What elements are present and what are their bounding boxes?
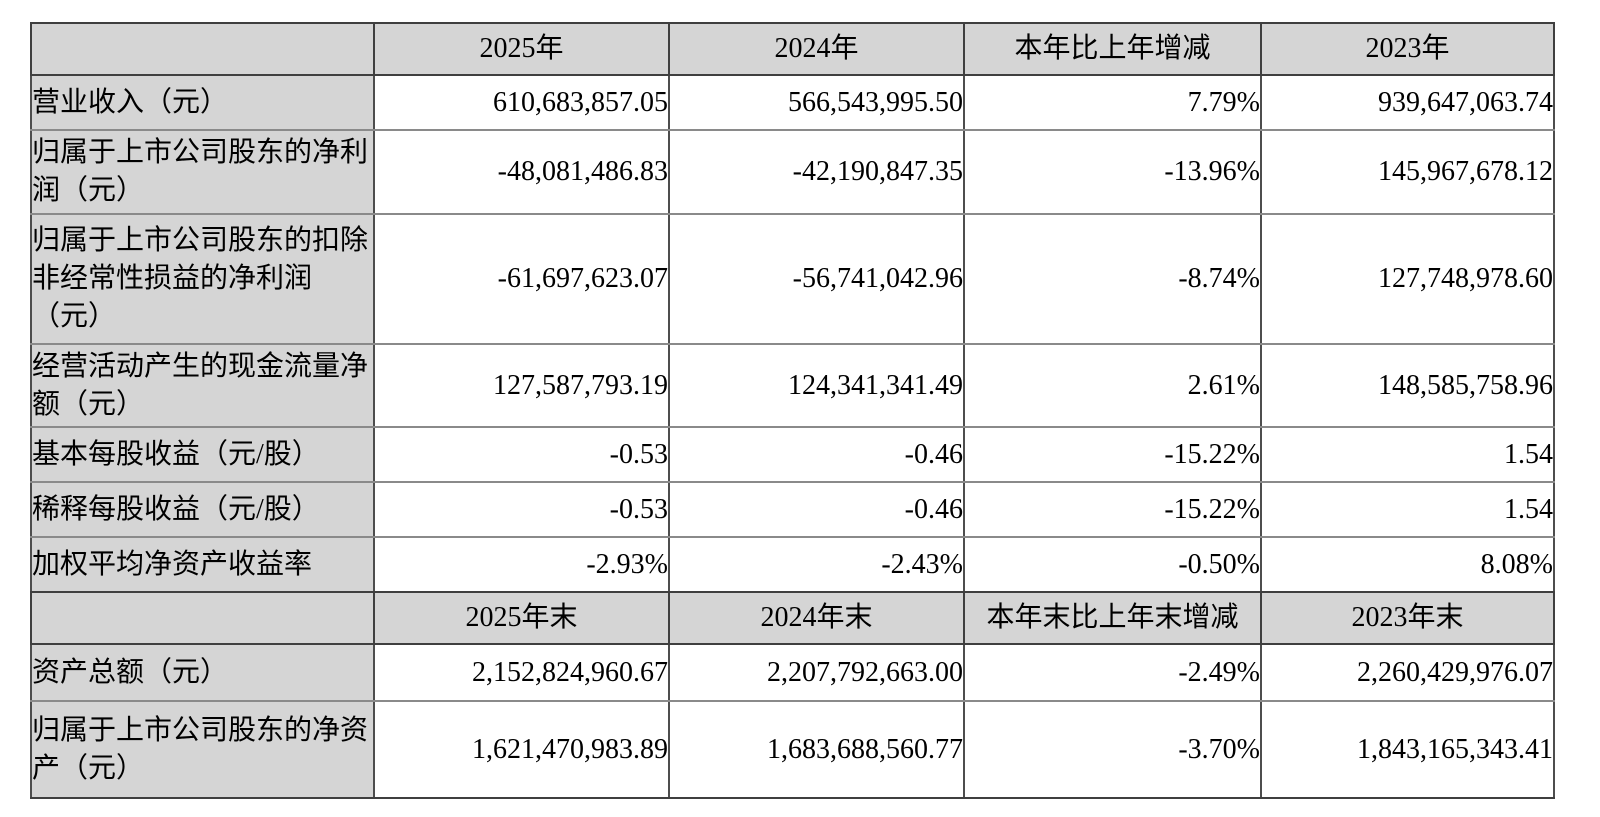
value-cell: 2,260,429,976.07 xyxy=(1260,643,1555,702)
value-cell: 127,587,793.19 xyxy=(373,343,670,428)
value-cell: 610,683,857.05 xyxy=(373,74,670,131)
column-header-2024-end: 2024年末 xyxy=(668,591,965,645)
value-cell: -48,081,486.83 xyxy=(373,129,670,215)
column-header-2024: 2024年 xyxy=(668,22,965,76)
value-cell: 1,843,165,343.41 xyxy=(1260,700,1555,799)
table-row: 稀释每股收益（元/股） -0.53 -0.46 -15.22% 1.54 xyxy=(30,481,1555,538)
value-cell: -3.70% xyxy=(963,700,1262,799)
table-header-row: 2025年 2024年 本年比上年增减 2023年 xyxy=(30,22,1555,76)
value-cell: -0.53 xyxy=(373,481,670,538)
row-label: 稀释每股收益（元/股） xyxy=(30,481,375,538)
value-cell: 8.08% xyxy=(1260,536,1555,593)
value-cell: 148,585,758.96 xyxy=(1260,343,1555,428)
value-cell: 566,543,995.50 xyxy=(668,74,965,131)
value-cell: -13.96% xyxy=(963,129,1262,215)
table-row: 归属于上市公司股东的净资产（元） 1,621,470,983.89 1,683,… xyxy=(30,700,1555,799)
row-label: 基本每股收益（元/股） xyxy=(30,426,375,483)
column-header-yearend-change: 本年末比上年末增减 xyxy=(963,591,1262,645)
table-row: 资产总额（元） 2,152,824,960.67 2,207,792,663.0… xyxy=(30,643,1555,702)
row-label: 资产总额（元） xyxy=(30,643,375,702)
value-cell: -0.53 xyxy=(373,426,670,483)
value-cell: -2.49% xyxy=(963,643,1262,702)
column-header-yoy-change: 本年比上年增减 xyxy=(963,22,1262,76)
table-row: 经营活动产生的现金流量净额（元） 127,587,793.19 124,341,… xyxy=(30,343,1555,428)
row-label: 经营活动产生的现金流量净额（元） xyxy=(30,343,375,428)
value-cell: 2,207,792,663.00 xyxy=(668,643,965,702)
value-cell: 127,748,978.60 xyxy=(1260,213,1555,345)
financial-summary-table-container: 2025年 2024年 本年比上年增减 2023年 营业收入（元） 610,68… xyxy=(30,22,1555,799)
value-cell: -15.22% xyxy=(963,426,1262,483)
row-label: 归属于上市公司股东的扣除非经常性损益的净利润（元） xyxy=(30,213,375,345)
corner-cell xyxy=(30,22,375,76)
value-cell: 7.79% xyxy=(963,74,1262,131)
value-cell: -61,697,623.07 xyxy=(373,213,670,345)
column-header-2025: 2025年 xyxy=(373,22,670,76)
value-cell: -56,741,042.96 xyxy=(668,213,965,345)
value-cell: 939,647,063.74 xyxy=(1260,74,1555,131)
value-cell: -8.74% xyxy=(963,213,1262,345)
table-row: 营业收入（元） 610,683,857.05 566,543,995.50 7.… xyxy=(30,74,1555,131)
value-cell: -0.46 xyxy=(668,481,965,538)
row-label: 归属于上市公司股东的净资产（元） xyxy=(30,700,375,799)
value-cell: 145,967,678.12 xyxy=(1260,129,1555,215)
table-row: 加权平均净资产收益率 -2.93% -2.43% -0.50% 8.08% xyxy=(30,536,1555,593)
row-label: 加权平均净资产收益率 xyxy=(30,536,375,593)
value-cell: 2,152,824,960.67 xyxy=(373,643,670,702)
value-cell: 1.54 xyxy=(1260,481,1555,538)
financial-summary-table: 2025年 2024年 本年比上年增减 2023年 营业收入（元） 610,68… xyxy=(30,22,1555,799)
value-cell: 1.54 xyxy=(1260,426,1555,483)
value-cell: -2.93% xyxy=(373,536,670,593)
column-header-2023-end: 2023年末 xyxy=(1260,591,1555,645)
table-row: 归属于上市公司股东的净利润（元） -48,081,486.83 -42,190,… xyxy=(30,129,1555,215)
table-header-row: 2025年末 2024年末 本年末比上年末增减 2023年末 xyxy=(30,591,1555,645)
column-header-2025-end: 2025年末 xyxy=(373,591,670,645)
value-cell: -42,190,847.35 xyxy=(668,129,965,215)
value-cell: 124,341,341.49 xyxy=(668,343,965,428)
value-cell: 1,683,688,560.77 xyxy=(668,700,965,799)
column-header-2023: 2023年 xyxy=(1260,22,1555,76)
value-cell: -2.43% xyxy=(668,536,965,593)
table-row: 归属于上市公司股东的扣除非经常性损益的净利润（元） -61,697,623.07… xyxy=(30,213,1555,345)
corner-cell xyxy=(30,591,375,645)
row-label: 营业收入（元） xyxy=(30,74,375,131)
row-label: 归属于上市公司股东的净利润（元） xyxy=(30,129,375,215)
value-cell: -0.46 xyxy=(668,426,965,483)
value-cell: 1,621,470,983.89 xyxy=(373,700,670,799)
table-row: 基本每股收益（元/股） -0.53 -0.46 -15.22% 1.54 xyxy=(30,426,1555,483)
value-cell: -15.22% xyxy=(963,481,1262,538)
value-cell: 2.61% xyxy=(963,343,1262,428)
value-cell: -0.50% xyxy=(963,536,1262,593)
